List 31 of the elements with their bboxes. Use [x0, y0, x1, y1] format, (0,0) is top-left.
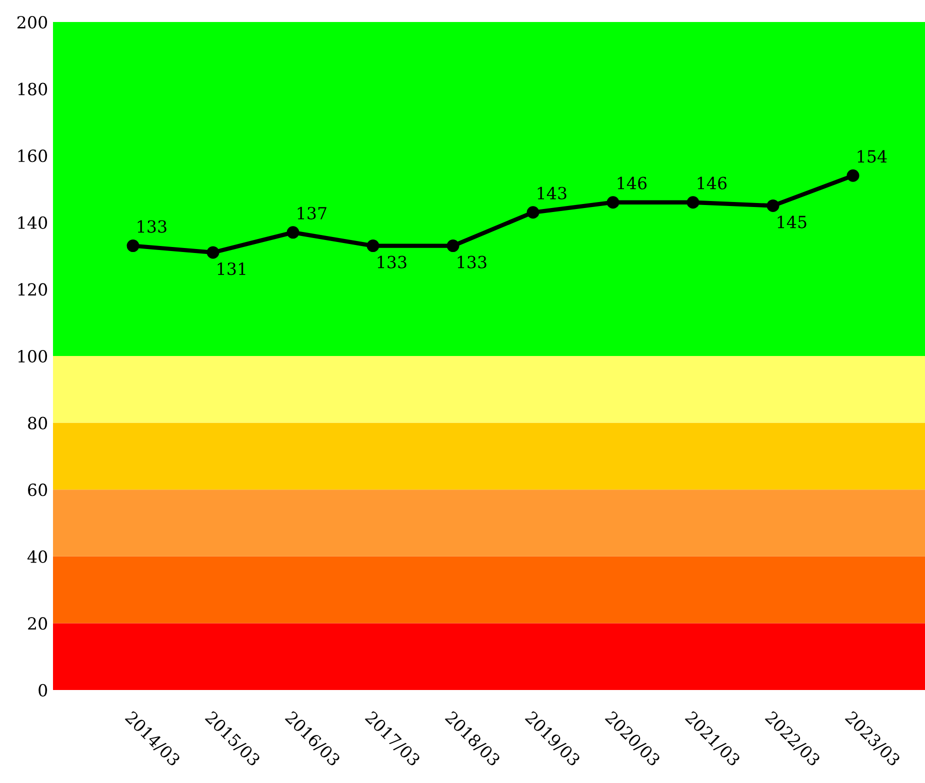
data-label: 145: [778, 216, 806, 228]
data-label: 133: [138, 220, 166, 233]
point: [126, 240, 140, 252]
point: [526, 206, 540, 219]
point: [366, 240, 380, 252]
y-tick-label: 20: [28, 617, 48, 630]
y-tick-label: 140: [18, 216, 48, 229]
data-label: 133: [458, 256, 486, 268]
point: [206, 246, 220, 259]
y-tick-label: 160: [18, 150, 48, 162]
point: [766, 199, 780, 212]
data-label: 143: [538, 186, 566, 200]
y-tick-label: 120: [18, 283, 48, 296]
y-tick-label: 60: [28, 484, 48, 496]
point: [606, 196, 620, 209]
y-tick-label: 80: [28, 416, 48, 430]
data-label: 133: [378, 256, 406, 268]
data-label: 131: [218, 262, 246, 276]
data-label: 146: [618, 176, 647, 190]
data-label: 146: [698, 176, 727, 190]
point: [446, 240, 460, 252]
y-tick-label: 100: [18, 350, 48, 363]
data-label: 137: [298, 206, 326, 220]
y-tick-label: 40: [27, 550, 48, 563]
y-tick-label: 200: [17, 16, 48, 29]
point: [846, 169, 860, 182]
data-label: 154: [858, 150, 887, 163]
y-tick-label: 180: [18, 82, 48, 96]
point: [286, 226, 300, 239]
y-tick-label: 0: [38, 684, 48, 697]
point: [686, 196, 700, 209]
